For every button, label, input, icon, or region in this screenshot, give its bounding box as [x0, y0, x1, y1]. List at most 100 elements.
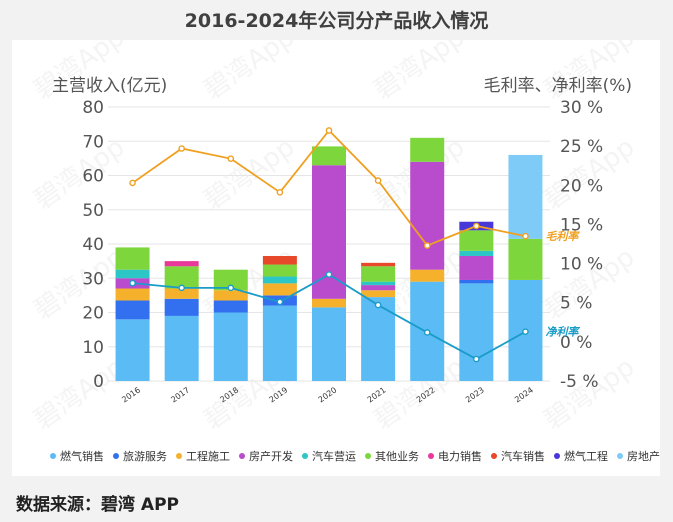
- bar-segment: [164, 315, 199, 381]
- watermark-text: 碧湾App: [29, 132, 130, 216]
- y2-tick-label: 30 %: [560, 98, 603, 118]
- watermark-text: 碧湾App: [539, 352, 640, 436]
- legend-marker: [302, 453, 308, 459]
- line-point: [227, 155, 235, 162]
- y2-tick-label: 10 %: [560, 255, 603, 275]
- bar-segment: [213, 269, 248, 291]
- chart-title: 2016-2024年公司分产品收入情况: [184, 10, 489, 32]
- bar-segment: [262, 255, 297, 265]
- y-tick-label: 80: [82, 98, 104, 118]
- legend-marker: [176, 453, 182, 459]
- legend-label: 燃气销售: [60, 449, 104, 463]
- bar-segment: [262, 264, 297, 277]
- y2-tick-label: 5 %: [560, 294, 592, 314]
- bar-segment: [213, 300, 248, 313]
- bar-segment: [410, 137, 445, 162]
- bar-segment: [410, 161, 445, 270]
- watermark-text: 碧湾App: [29, 352, 130, 436]
- y2-axis-title: 毛利率、净利率(%): [484, 76, 632, 96]
- watermark-text: 碧湾App: [29, 242, 130, 326]
- line-point: [129, 279, 136, 287]
- bar-segment: [508, 154, 543, 239]
- line-point: [276, 189, 284, 196]
- x-tick-label: 2017: [169, 385, 191, 404]
- y-tick-label: 20: [82, 304, 104, 324]
- line-point: [276, 298, 284, 306]
- bar-segment: [312, 298, 346, 308]
- y-axis-title: 主营收入(亿元): [52, 76, 167, 96]
- legend-label: 电力销售: [438, 449, 482, 463]
- legend-marker: [617, 453, 623, 459]
- bar-segment: [164, 261, 199, 267]
- bar-segment: [508, 238, 543, 280]
- bar-segment: [459, 279, 494, 284]
- line-point: [325, 271, 333, 278]
- y-tick-label: 60: [82, 167, 104, 187]
- line-point: [325, 127, 333, 134]
- bar-segment: [164, 266, 199, 289]
- legend-label: 房地产开发: [627, 449, 660, 463]
- line-point: [473, 222, 480, 230]
- legend-marker: [50, 453, 56, 459]
- bar-segment: [361, 266, 396, 282]
- line-point: [423, 329, 431, 336]
- line-point: [473, 355, 480, 363]
- bar-segment: [312, 165, 346, 299]
- y-tick-label: 70: [82, 132, 104, 152]
- legend-marker: [113, 453, 119, 459]
- legend-marker: [554, 453, 560, 459]
- line-point: [522, 328, 529, 335]
- y2-tick-label: 15 %: [560, 215, 603, 235]
- line-point: [129, 179, 136, 187]
- bar-segment: [459, 255, 494, 280]
- legend-label: 其他业务: [375, 450, 419, 463]
- line-end-label: 毛利率: [545, 230, 580, 243]
- line-point: [522, 232, 529, 240]
- bar-segment: [115, 319, 150, 381]
- legend-marker: [491, 453, 497, 459]
- bar-segment: [262, 276, 297, 284]
- line-point: [423, 242, 431, 249]
- line-point: [374, 177, 382, 184]
- bar-segment: [459, 250, 494, 256]
- line-point: [227, 284, 235, 292]
- y2-tick-label: 20 %: [560, 176, 603, 196]
- bar-segment: [262, 305, 297, 381]
- bar-segment: [164, 298, 199, 316]
- y2-tick-label: 0 %: [560, 333, 592, 353]
- legend-label: 旅游服务: [123, 449, 167, 463]
- data-source: 数据来源：碧湾 APP: [16, 495, 179, 515]
- bar-segment: [361, 285, 396, 291]
- bar-segment: [115, 288, 150, 301]
- y-tick-label: 0: [93, 372, 104, 392]
- bar-segment: [115, 247, 150, 270]
- bar-segment: [213, 312, 248, 381]
- legend-label: 汽车销售: [501, 449, 545, 463]
- x-tick-label: 2016: [120, 385, 142, 404]
- x-tick-label: 2023: [464, 385, 486, 404]
- legend-marker: [239, 453, 245, 459]
- y2-tick-label: 25 %: [560, 137, 603, 157]
- legend-label: 燃气工程: [564, 449, 608, 463]
- legend-marker: [365, 453, 371, 459]
- line-point: [178, 145, 185, 152]
- bar-segment: [164, 288, 199, 299]
- legend-label: 房产开发: [249, 449, 293, 463]
- y-tick-label: 10: [82, 338, 104, 358]
- bar-segment: [410, 269, 445, 282]
- legend-label: 工程施工: [186, 450, 230, 463]
- x-tick-label: 2020: [317, 385, 339, 404]
- bar-segment: [312, 146, 346, 166]
- legend-marker: [428, 453, 434, 459]
- bar-segment: [115, 269, 150, 279]
- line-point: [374, 301, 382, 309]
- watermark-text: 碧湾App: [199, 132, 300, 216]
- y2-tick-label: -5 %: [560, 372, 599, 392]
- bar-segment: [262, 283, 297, 296]
- x-tick-label: 2024: [513, 385, 535, 404]
- watermark-text: 碧湾App: [369, 40, 470, 106]
- watermark-text: 碧湾App: [199, 40, 300, 106]
- legend-label: 汽车营运: [312, 449, 356, 463]
- bar-segment: [459, 283, 494, 381]
